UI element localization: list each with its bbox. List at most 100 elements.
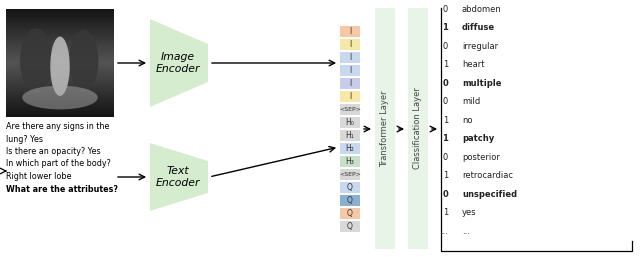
Bar [6,112,114,113]
Bar [6,24,114,25]
Bar [6,106,114,107]
Bar [340,221,360,232]
Bar [6,32,114,33]
Bar [6,64,114,65]
Polygon shape [150,143,208,211]
Ellipse shape [51,36,70,96]
Bar [6,105,114,106]
Bar [6,40,114,41]
Bar [6,96,114,97]
Text: patchy: patchy [462,134,494,143]
Bar [6,68,114,69]
Bar [340,182,360,193]
Bar [6,18,114,19]
Bar [6,59,114,60]
Bar [6,89,114,90]
Bar [6,67,114,68]
Bar [6,42,114,43]
Bar [6,37,114,38]
Text: <SEP>: <SEP> [339,172,361,177]
Text: I: I [349,66,351,75]
Bar [340,78,360,89]
Bar [6,17,114,18]
Text: 1: 1 [443,60,448,69]
Bar [6,69,114,70]
Bar [6,107,114,108]
Bar [340,39,360,50]
Text: Q: Q [347,222,353,231]
Text: diffuse: diffuse [462,23,495,32]
Bar [6,71,114,72]
Bar [6,13,114,14]
Text: ...: ... [440,226,448,235]
Text: <SEP>: <SEP> [339,107,361,112]
Bar [6,86,114,87]
Bar [6,34,114,35]
Polygon shape [150,19,208,107]
Text: I: I [349,27,351,36]
Bar [6,12,114,13]
Bar [340,195,360,206]
Text: What are the attributes?: What are the attributes? [6,185,118,194]
Bar [6,61,114,62]
Text: 0: 0 [443,153,448,162]
Bar [6,78,114,79]
Bar [6,80,114,81]
Bar [6,23,114,24]
Bar [6,58,114,59]
Bar [6,94,114,95]
Text: heart: heart [462,60,484,69]
Text: Are there any signs in the: Are there any signs in the [6,122,109,131]
Bar [6,51,114,52]
Bar [6,90,114,91]
Bar [6,25,114,26]
Bar [6,39,114,40]
Bar [6,77,114,78]
Bar [6,115,114,116]
Bar [6,63,114,64]
Text: H₃: H₃ [346,157,355,166]
Text: Transformer Layer: Transformer Layer [381,90,390,167]
Bar [6,45,114,46]
Text: mild: mild [462,97,480,106]
Text: H₂: H₂ [346,144,355,153]
Text: abdomen: abdomen [462,5,502,14]
Bar [6,73,114,74]
Bar [6,9,114,10]
Bar [6,9,114,117]
Bar [340,117,360,128]
Bar [6,87,114,88]
Text: Is there an opacity? Yes: Is there an opacity? Yes [6,147,100,156]
Bar [6,72,114,73]
Bar [340,104,360,115]
Bar [6,47,114,48]
Bar [6,97,114,98]
Bar [340,26,360,37]
Bar [6,102,114,103]
Bar [6,113,114,114]
Bar [6,48,114,49]
Bar [6,44,114,45]
Text: Image
Encoder: Image Encoder [156,52,200,74]
Bar [6,33,114,34]
Bar [6,91,114,92]
Bar [340,91,360,102]
Ellipse shape [69,30,99,92]
Bar [6,43,114,44]
Bar [6,21,114,22]
Bar [6,99,114,100]
Text: ...: ... [462,226,470,235]
Bar [6,16,114,17]
Text: 1: 1 [443,208,448,217]
Bar [6,108,114,109]
Bar [6,28,114,29]
Text: Text
Encoder: Text Encoder [156,166,200,188]
Text: 0: 0 [443,42,448,51]
Bar [6,54,114,55]
Bar [6,66,114,67]
Text: In which part of the body?: In which part of the body? [6,160,111,169]
Bar [340,52,360,63]
Bar [6,93,114,94]
Bar [6,104,114,105]
Bar [6,101,114,102]
